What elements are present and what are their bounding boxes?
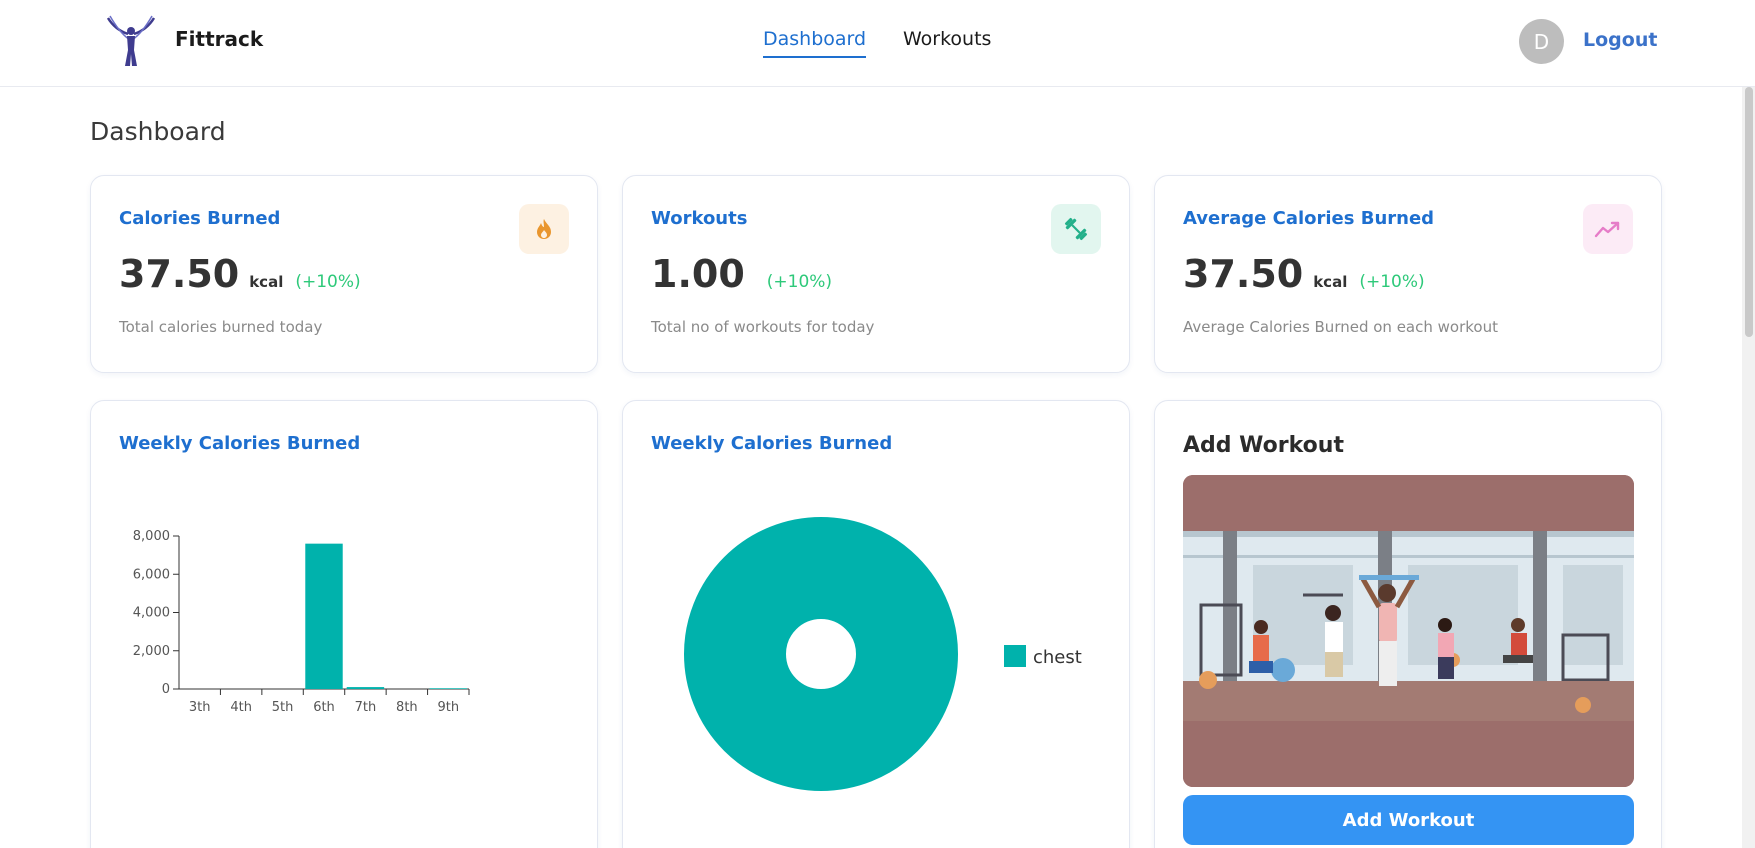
pie-chart: chest — [684, 517, 1082, 791]
stat-description: Total no of workouts for today — [651, 318, 875, 336]
stat-value: 37.50 — [119, 252, 240, 296]
x-tick-label: 5th — [272, 700, 294, 715]
bar-9th[interactable] — [429, 688, 467, 689]
stat-icon-box — [1051, 204, 1101, 254]
avatar[interactable]: D — [1519, 19, 1564, 64]
bar-7th[interactable] — [346, 687, 385, 689]
navbar: Fittrack Dashboard Workouts D Logout — [0, 0, 1755, 87]
stat-title: Average Calories Burned — [1183, 208, 1435, 229]
nav-link-workouts[interactable]: Workouts — [903, 28, 992, 50]
stat-value-row: 37.50 kcal (+10%) — [119, 252, 361, 296]
stat-icon-box — [519, 204, 569, 254]
stat-unit: kcal — [249, 273, 284, 291]
add-workout-card: Add Workout — [1154, 400, 1662, 848]
stat-icon-box — [1583, 204, 1633, 254]
trend-up-icon — [1594, 221, 1620, 238]
stat-change: (+10%) — [1359, 272, 1425, 292]
logo-icon[interactable] — [104, 14, 158, 68]
stat-card-workouts: Workouts 1.00 (+10%) Total no of workout… — [622, 175, 1130, 373]
x-tick-label: 4th — [230, 700, 252, 715]
gym-illustration — [1183, 475, 1634, 787]
stat-title: Workouts — [651, 208, 748, 229]
logout-link[interactable]: Logout — [1583, 29, 1658, 51]
x-tick-label: 8th — [396, 700, 418, 715]
stat-change: (+10%) — [295, 272, 361, 292]
chart-title: Weekly Calories Burned — [119, 433, 361, 454]
stat-unit: kcal — [1313, 273, 1348, 291]
brand-name[interactable]: Fittrack — [175, 27, 264, 51]
dumbbell-icon — [1064, 217, 1088, 241]
y-tick-label: 8,000 — [133, 529, 170, 544]
add-workout-title: Add Workout — [1183, 433, 1344, 458]
chart-title: Weekly Calories Burned — [651, 433, 893, 454]
bar-chart: 8,000 6,000 4,000 2,000 0 3th 4th 5th 6th 7th 8th 9… — [133, 529, 470, 715]
pie-chart-card: Weekly Calories Burned chest — [622, 400, 1130, 848]
gym-scene-image — [1183, 475, 1634, 787]
flame-icon — [537, 219, 551, 239]
y-tick-label: 0 — [162, 682, 170, 697]
stat-value-row: 37.50 kcal (+10%) — [1183, 252, 1425, 296]
add-workout-button[interactable]: Add Workout — [1183, 795, 1634, 845]
y-tick-label: 2,000 — [133, 644, 170, 659]
stat-value: 37.50 — [1183, 252, 1304, 296]
legend-label: chest — [1033, 647, 1082, 668]
stat-description: Average Calories Burned on each workout — [1183, 318, 1498, 336]
stat-card-calories: Calories Burned 37.50 kcal (+10%) Total … — [90, 175, 598, 373]
x-tick-label: 7th — [355, 700, 377, 715]
stat-title: Calories Burned — [119, 208, 281, 229]
x-tick-label: 6th — [313, 700, 335, 715]
stat-value: 1.00 — [651, 252, 745, 296]
x-tick-label: 9th — [437, 700, 459, 715]
nav-link-dashboard[interactable]: Dashboard — [763, 28, 867, 58]
stat-card-average: Average Calories Burned 37.50 kcal (+10%… — [1154, 175, 1662, 373]
stat-description: Total calories burned today — [119, 318, 323, 336]
x-tick-label: 3th — [189, 700, 211, 715]
legend-swatch — [1004, 645, 1026, 667]
scrollbar-thumb[interactable] — [1745, 87, 1753, 337]
bar-chart-card: Weekly Calories Burned 8,000 6,000 4,000 2,… — [90, 400, 598, 848]
pie-slice-chest[interactable] — [684, 517, 958, 791]
page-title: Dashboard — [90, 117, 226, 146]
stat-value-row: 1.00 (+10%) — [651, 252, 832, 296]
y-tick-label: 4,000 — [133, 606, 170, 621]
y-tick-label: 6,000 — [133, 567, 170, 582]
bar-6th[interactable] — [305, 543, 343, 689]
stat-change: (+10%) — [766, 272, 833, 292]
